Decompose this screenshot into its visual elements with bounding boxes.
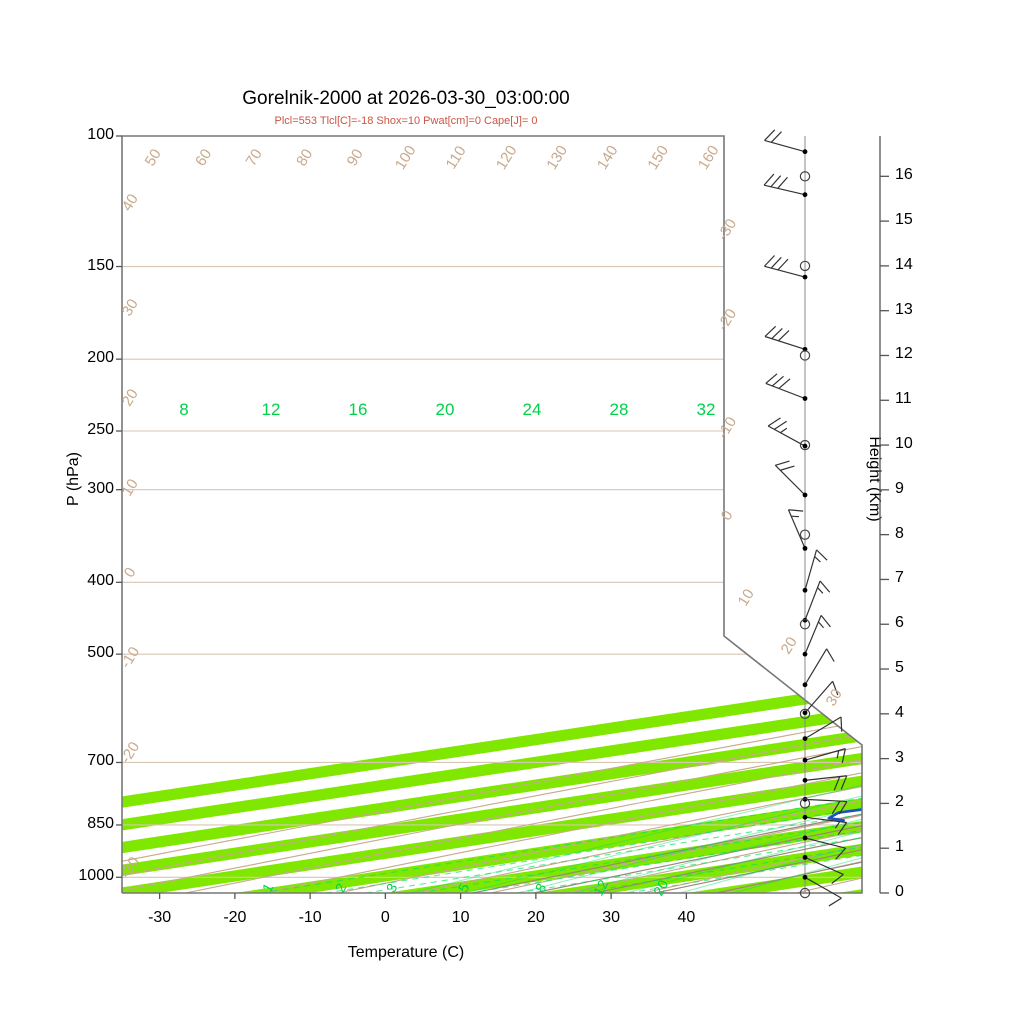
height-tick-label: 16 <box>895 166 913 184</box>
skewt-background <box>122 136 862 893</box>
temperature-tick-label: -20 <box>223 909 247 926</box>
dry-adiabat-label-top: 120 <box>493 142 521 172</box>
height-tick-label: 15 <box>895 211 913 229</box>
height-tick-label: 9 <box>895 479 904 497</box>
temperature-tick-label: 10 <box>451 909 470 926</box>
dry-adiabat-label-top: 160 <box>695 142 723 172</box>
dry-adiabat-label-top: 150 <box>644 142 672 172</box>
height-tick-label: 5 <box>895 659 904 677</box>
temperature-tick-label: -10 <box>298 909 322 926</box>
dry-adiabat-label-left: 20 <box>119 386 142 409</box>
pressure-tick-label: 500 <box>87 644 114 662</box>
dry-adiabat-label-top: 90 <box>344 146 367 169</box>
axis-ticks <box>116 135 688 899</box>
dry-adiabats <box>122 141 862 893</box>
isotherm-label: 32 <box>697 400 716 419</box>
pressure-tick-label: 850 <box>87 814 114 832</box>
dry-adiabat-label-top: 110 <box>443 143 470 172</box>
height-tick-label: 14 <box>895 255 913 273</box>
temperature-tick-label: -30 <box>148 909 172 926</box>
dry-adiabat-label-left: 10 <box>119 476 142 499</box>
height-tick-label: 1 <box>895 838 904 856</box>
height-tick-label: 11 <box>895 390 912 408</box>
height-tick-label: 4 <box>895 703 904 721</box>
temperature-tick-label: 0 <box>380 909 390 926</box>
pressure-tick-label: 700 <box>87 752 114 770</box>
dry-adiabat-label-top: 100 <box>392 142 420 172</box>
isotherm-label: 12 <box>262 400 281 419</box>
mixing-ratio-lines <box>260 274 862 893</box>
pressure-tick-label: 150 <box>87 256 114 274</box>
dry-adiabat-label-right: -10 <box>714 414 740 441</box>
height-axis <box>879 136 889 894</box>
dry-adiabat-label-right: 0 <box>718 508 737 524</box>
isotherm-label: 28 <box>610 400 629 419</box>
dry-adiabat-label-diagonal: 30 <box>823 686 846 709</box>
pressure-tick-label: 1000 <box>78 867 114 885</box>
pressure-tick-label: 200 <box>87 349 114 367</box>
dry-adiabat-label-right: -20 <box>714 306 740 333</box>
page-title: Gorelnik-2000 at 2026-03-30_03:00:00 <box>242 88 570 109</box>
sounding-indices: Plcl=553 Tlcl[C]=-18 Shox=10 Pwat[cm]=0 … <box>274 115 538 127</box>
temperature-tick-label: 30 <box>602 909 621 926</box>
height-tick-label: 6 <box>895 614 904 632</box>
dry-adiabat-label-diagonal: 20 <box>778 634 801 657</box>
height-tick-label: 3 <box>895 748 904 766</box>
temperature-tick-label: 20 <box>526 909 545 926</box>
dry-adiabat-label-diagonal: 10 <box>735 586 758 609</box>
dry-adiabat-label-left: 0 <box>121 565 140 581</box>
temperature-bands <box>122 136 862 893</box>
pressure-tick-label: 100 <box>87 126 114 143</box>
dry-adiabat-label-left: 30 <box>119 296 142 319</box>
isotherm-label: 16 <box>349 400 368 419</box>
height-tick-label: 12 <box>895 345 913 363</box>
isotherm-label: 8 <box>179 400 188 419</box>
dry-adiabat-label-top: 70 <box>243 146 266 169</box>
dry-adiabat-label-top: 140 <box>594 142 622 172</box>
mixing-ratio-label: 12 <box>590 877 612 898</box>
dry-adiabat-label-top: 60 <box>192 146 215 169</box>
dry-adiabat-label-top: 130 <box>543 142 571 172</box>
isotherm-label: 24 <box>523 400 542 419</box>
dry-adiabat-label-top: 80 <box>293 146 316 169</box>
dry-adiabat-label-left: 40 <box>119 191 142 214</box>
mixing-ratio-label: 20 <box>650 877 672 898</box>
height-tick-label: 13 <box>895 300 913 318</box>
dry-adiabat-label-right: -30 <box>714 216 740 243</box>
height-tick-label: 8 <box>895 524 904 542</box>
wind-barb-column <box>763 129 848 907</box>
height-tick-label: 0 <box>895 883 904 900</box>
height-tick-label: 2 <box>895 793 904 811</box>
height-tick-label: 7 <box>895 569 904 587</box>
dry-adiabat-label-left: -10 <box>117 644 143 671</box>
dry-adiabat-label-top: 50 <box>142 146 165 169</box>
temperature-tick-label: 40 <box>677 909 696 926</box>
sounding-trace-temperature <box>1015 167 1024 822</box>
pressure-tick-label: 250 <box>87 420 114 438</box>
x-axis-label: Temperature (C) <box>347 944 465 961</box>
isotherm-label: 20 <box>436 400 455 419</box>
height-tick-label: 10 <box>895 435 913 453</box>
pressure-tick-label: 300 <box>87 479 114 497</box>
pressure-tick-label: 400 <box>87 572 114 590</box>
